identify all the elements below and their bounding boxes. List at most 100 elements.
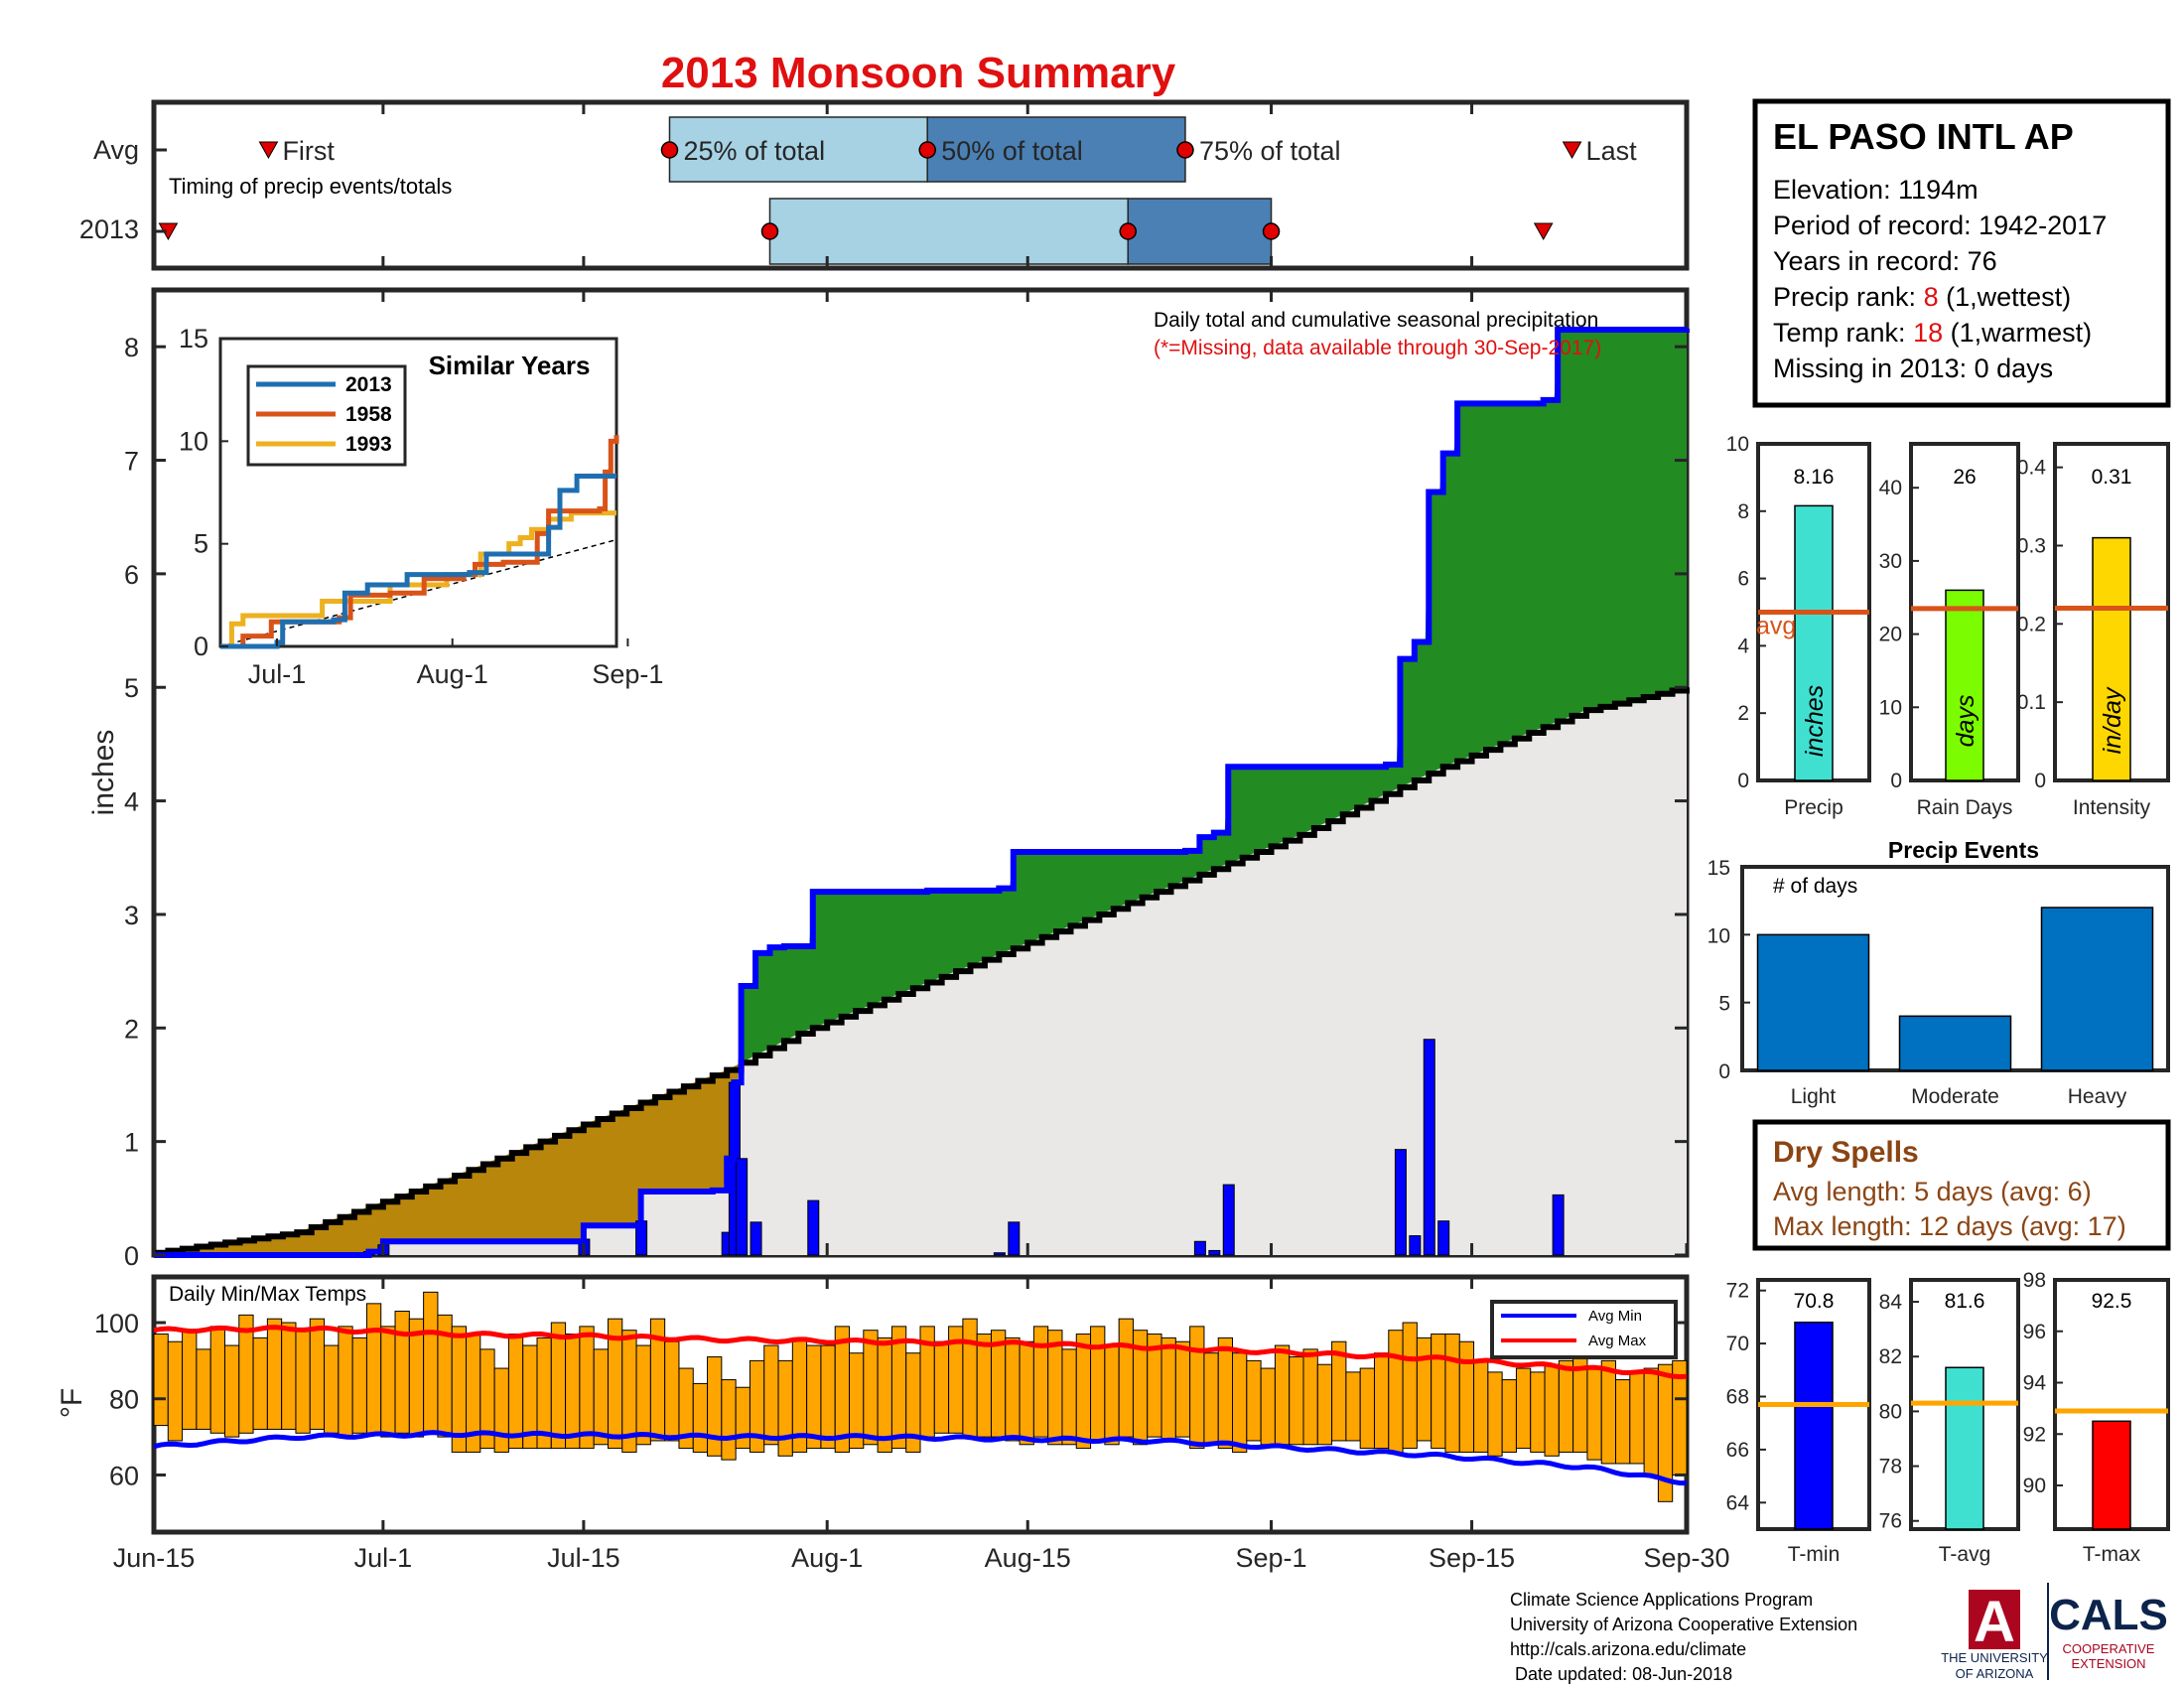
main-y-tick-label-5: 5 — [124, 673, 139, 703]
date-tick-label-5: Sep-1 — [1236, 1543, 1307, 1573]
inset-x-tick-label-1: Aug-1 — [417, 659, 488, 689]
deficit-area — [154, 985, 742, 1255]
temp-range-bar-90 — [1431, 1334, 1446, 1450]
date-tick-label-2: Jul-15 — [547, 1543, 620, 1573]
timing-last-label: Last — [1586, 136, 1638, 166]
temp-range-bar-1 — [167, 1340, 184, 1442]
temp-summary-tick-label-2-0: 90 — [2023, 1475, 2046, 1497]
temp-summary-tick-label-1-0: 76 — [1879, 1510, 1902, 1533]
temp-summary-tick-label-1-4: 84 — [1879, 1291, 1903, 1314]
station-box-frame — [1752, 98, 2171, 408]
summary-tick-label-0-0: 0 — [1737, 770, 1749, 792]
summary-unit-0: inches — [1801, 685, 1829, 757]
temp-rank-label: Temp rank: — [1773, 318, 1913, 348]
daily-precip-bar-9 — [993, 1252, 1006, 1256]
summary-tick-label-1-3: 30 — [1879, 550, 1902, 573]
temp-range-bar-51 — [877, 1336, 892, 1453]
temp-range-bar-92 — [1458, 1340, 1475, 1453]
precip-events-tick-label-1: 5 — [1718, 993, 1730, 1016]
temp-range-bar-76 — [1232, 1352, 1248, 1453]
temp-range-bar-31 — [593, 1348, 609, 1446]
station-name: EL PASO INTL AP — [1773, 116, 2074, 157]
temp-range-bar-81 — [1302, 1348, 1318, 1446]
daily-precip-bar-18 — [1552, 1194, 1565, 1256]
station-period: Period of record: 1942-2017 — [1773, 211, 2107, 240]
year-timing-box-25-50 — [768, 198, 1129, 265]
temp-range-bar-73 — [1189, 1326, 1205, 1450]
temp-range-bar-101 — [1586, 1367, 1602, 1461]
main-y-tick-label-7: 7 — [124, 447, 139, 477]
temp-range-bar-64 — [1061, 1348, 1077, 1446]
temp-y-tick-label-2: 100 — [94, 1309, 139, 1338]
temp-range-bar-77 — [1246, 1359, 1262, 1442]
temp-summary-tick-label-2-4: 98 — [2023, 1269, 2046, 1292]
temp-panel-label: Daily Min/Max Temps — [169, 1283, 366, 1306]
summary-tick-label-2-3: 0.3 — [2017, 534, 2046, 557]
daily-precip-bar-7 — [750, 1221, 762, 1256]
temp-range-bar-38 — [692, 1382, 709, 1453]
avg-timing-marker-p25 — [660, 141, 679, 159]
temp-range-bar-84 — [1345, 1371, 1361, 1442]
summary-bar-2 — [2092, 536, 2131, 781]
temp-range-bar-30 — [579, 1326, 595, 1450]
footer-credits: Climate Science Applications Program Uni… — [1510, 1590, 1857, 1684]
inset-x-tick-label-0: Jul-1 — [248, 659, 307, 689]
temp-range-bar-24 — [493, 1367, 509, 1453]
footer-line-2: University of Arizona Cooperative Extens… — [1510, 1615, 1857, 1634]
avg-timing-box-25-50 — [668, 116, 928, 183]
station-precip-rank: Precip rank: 8 (1,wettest) — [1773, 282, 2071, 312]
date-tick-label-6: Sep-15 — [1429, 1543, 1515, 1573]
temp-range-bar-60 — [1005, 1336, 1021, 1442]
timing-row-label-2013: 2013 — [79, 214, 139, 244]
temp-summary-tick-label-1-2: 80 — [1879, 1400, 1902, 1423]
temp-range-bar-94 — [1487, 1371, 1503, 1457]
temp-range-bar-86 — [1373, 1352, 1390, 1450]
temp-range-bar-0 — [153, 1334, 169, 1427]
inset-legend-label-1958: 1958 — [345, 403, 392, 426]
temp-range-bar-104 — [1629, 1371, 1645, 1465]
precip-events-label-moderate: Moderate — [1911, 1085, 1999, 1108]
date-tick-label-0: Jun-15 — [113, 1543, 196, 1573]
summary-tick-label-1-4: 40 — [1879, 477, 1902, 499]
temp-range-bar-98 — [1544, 1363, 1560, 1457]
timing-first-label: First — [282, 136, 335, 166]
temp-range-bar-39 — [707, 1356, 723, 1457]
summary-tick-label-0-1: 2 — [1737, 702, 1749, 725]
temp-summary-label-1: T-avg — [1939, 1543, 1991, 1566]
main-y-tick-label-6: 6 — [124, 560, 139, 590]
summary-tick-label-2-0: 0 — [2034, 770, 2046, 792]
dry-spells-title: Dry Spells — [1773, 1136, 1919, 1169]
temp-range-bar-14 — [351, 1336, 367, 1434]
inset-legend-label-2013: 2013 — [345, 373, 392, 396]
temp-range-bar-68 — [1118, 1318, 1134, 1438]
temp-range-bar-75 — [1217, 1336, 1234, 1450]
temp-range-bar-7 — [252, 1336, 268, 1430]
temp-summary-tick-label-0-3: 70 — [1726, 1333, 1749, 1355]
temp-range-bar-88 — [1402, 1322, 1418, 1450]
avg-cumulative-area — [154, 687, 1687, 1255]
year-timing-marker-p75 — [1262, 222, 1281, 240]
timing-p50-label: 50% of total — [941, 136, 1083, 166]
summary-value-0: 8.16 — [1794, 466, 1835, 489]
station-info-box: EL PASO INTL AP Elevation: 1194m Period … — [1752, 98, 2171, 408]
temp-range-bar-10 — [295, 1330, 311, 1434]
station-missing: Missing in 2013: 0 days — [1773, 353, 2053, 383]
university-logo: A THE UNIVERSITY OF ARIZONA CALS COOPERA… — [1941, 1583, 2168, 1681]
summary-label-1: Rain Days — [1917, 796, 2013, 819]
avg-timing-triangle-first — [258, 141, 279, 160]
temp-y-tick-label-0: 60 — [109, 1461, 139, 1490]
temp-range-bar-91 — [1444, 1334, 1460, 1453]
summary-tick-label-2-4: 0.4 — [2017, 457, 2047, 480]
inset-series-2013 — [220, 473, 616, 649]
daily-precip-bar-8 — [807, 1199, 820, 1256]
daily-precip-bar-16 — [1423, 1039, 1435, 1256]
temp-summary-tick-label-0-1: 66 — [1726, 1439, 1749, 1462]
temp-range-bar-89 — [1416, 1336, 1433, 1442]
temp-range-bar-29 — [565, 1334, 581, 1450]
year-timing-box-50-75 — [1127, 198, 1273, 265]
temp-range-bar-16 — [380, 1326, 396, 1438]
legend-avg-max-label: Avg Max — [1588, 1333, 1647, 1349]
temp-range-bar-65 — [1075, 1334, 1092, 1450]
temp-range-bar-66 — [1090, 1326, 1106, 1442]
figure-title: 2013 Monsoon Summary — [661, 49, 1176, 97]
